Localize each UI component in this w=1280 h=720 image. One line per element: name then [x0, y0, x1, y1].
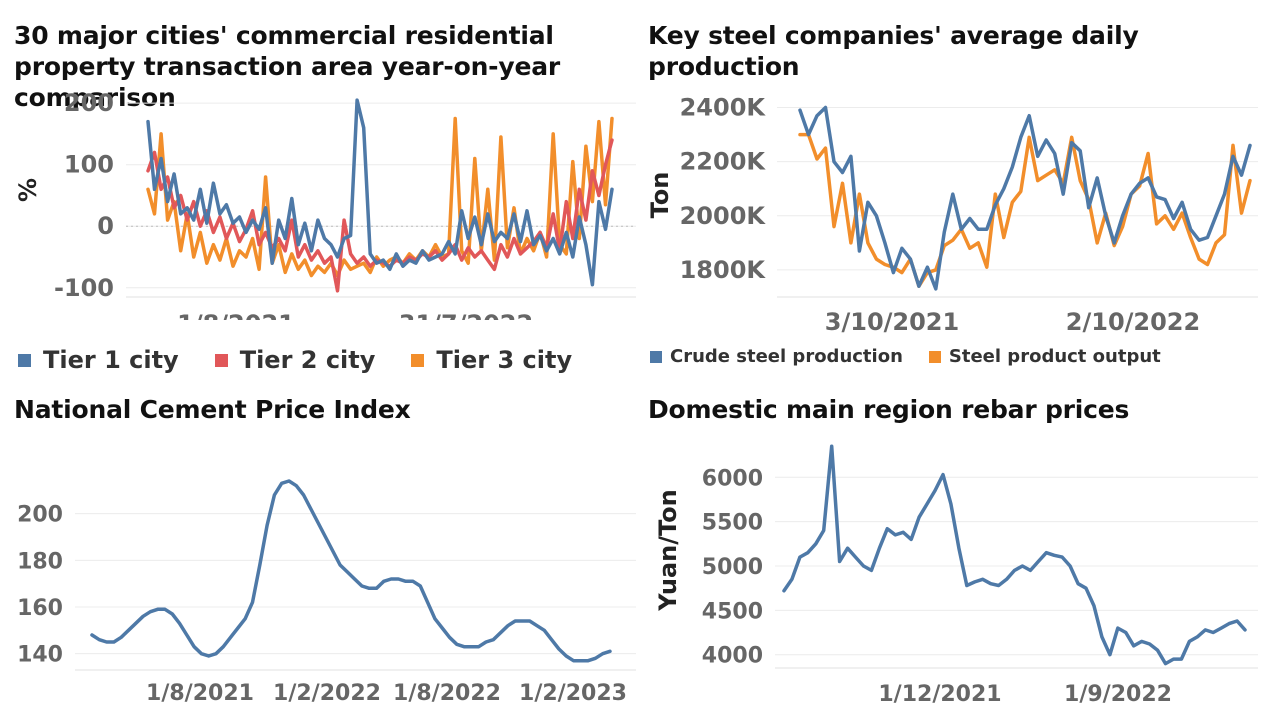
y-tick-label: 160	[17, 596, 63, 621]
legend-swatch-crude-steel	[650, 350, 662, 363]
chart2-legend: Crude steel production Steel product out…	[650, 346, 1161, 367]
y-tick-label: 6000	[702, 466, 763, 491]
legend-label-tier3: Tier 3 city	[436, 346, 573, 374]
x-tick-label: 1/8/2021	[146, 681, 254, 706]
chart4-plot: 6000 5500 5000 4500 4000 1/12/2021 1/9/2022 Yua…	[654, 444, 1258, 707]
chart1-plot: 200 100 0 -100 1/8/2021 31/7/2022%	[14, 89, 636, 320]
x-tick-label: 1/8/2022	[393, 681, 501, 706]
y-tick-label: 2400K	[680, 94, 767, 122]
chart3-title: National Cement Price Index	[14, 395, 411, 424]
x-tick-label: 3/10/2021	[825, 308, 959, 336]
y-tick-label: 2200K	[680, 148, 767, 176]
y-tick-label: 4500	[702, 599, 763, 624]
y-tick-label: 100	[64, 151, 114, 179]
series-line	[90, 479, 612, 663]
legend-swatch-tier1	[18, 353, 31, 367]
y-tick-label: 200	[64, 89, 114, 117]
series-line	[782, 444, 1247, 666]
chart3-plot: 200 180 160 140 1/8/2021 1/2/2022 1/8/2022 1/2/…	[17, 479, 636, 706]
chart2-title: Key steel companies' average daily produ…	[648, 21, 1139, 81]
legend-label-steel-product: Steel product output	[948, 346, 1161, 367]
y-tick-label: 200	[17, 503, 63, 528]
y-tick-label: 5500	[702, 511, 763, 536]
y-axis-title: Yuan/Ton	[654, 489, 682, 612]
chart4-title: Domestic main region rebar prices	[648, 395, 1130, 424]
y-axis-title: Ton	[646, 172, 674, 219]
legend-label-tier2: Tier 2 city	[239, 346, 376, 374]
series-line	[146, 138, 614, 293]
series-line	[146, 98, 614, 287]
legend-swatch-steel-product	[928, 350, 941, 363]
legend-label-tier1: Tier 1 city	[43, 346, 179, 374]
legend-swatch-tier2	[214, 353, 228, 367]
y-axis-title: %	[14, 178, 42, 202]
chart1-title: 30 major cities' commercial residential …	[14, 21, 561, 112]
x-tick-label: 1/2/2022	[273, 681, 381, 706]
legend-item-crude-steel: Crude steel production	[650, 346, 903, 367]
chart1-legend: Tier 1 city Tier 2 city Tier 3 city	[18, 346, 572, 374]
series-line	[798, 105, 1252, 291]
y-tick-label: 180	[17, 549, 63, 574]
y-tick-label: 0	[97, 212, 114, 240]
legend-item-steel-product: Steel product output	[928, 346, 1161, 367]
legend-item-tier1: Tier 1 city	[18, 346, 179, 374]
x-tick-label: 1/12/2021	[878, 682, 1001, 707]
x-tick-label: 2/10/2022	[1066, 308, 1200, 336]
y-tick-label: 4000	[702, 644, 763, 669]
y-tick-label: 140	[17, 643, 63, 668]
y-tick-label: 1800K	[680, 256, 767, 284]
legend-swatch-tier3	[411, 353, 425, 367]
y-tick-label: 5000	[702, 555, 763, 580]
x-tick-label: 31/7/2022	[399, 310, 533, 320]
x-tick-label: 1/8/2021	[177, 310, 295, 320]
x-tick-label: 1/2/2023	[519, 681, 627, 706]
legend-item-tier3: Tier 3 city	[411, 346, 572, 374]
x-tick-label: 1/9/2022	[1064, 682, 1172, 707]
y-tick-label: -100	[54, 274, 114, 302]
y-tick-label: 2000K	[680, 202, 767, 230]
series-line	[798, 132, 1252, 288]
legend-item-tier2: Tier 2 city	[214, 346, 376, 374]
legend-label-crude-steel: Crude steel production	[670, 346, 903, 367]
chart2-plot: 2400K 2200K 2000K 1800K 3/10/2021 2/10/2022 To…	[646, 94, 1258, 336]
